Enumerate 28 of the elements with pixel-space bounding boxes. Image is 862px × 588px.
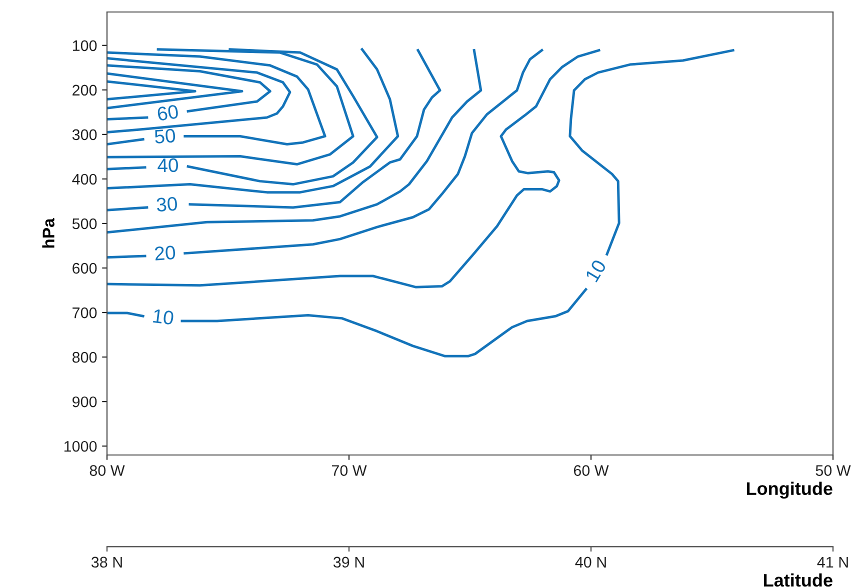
annotation: 40 xyxy=(157,158,178,172)
annotation: 20 xyxy=(154,245,176,261)
y-tick-label: 800 xyxy=(72,352,97,363)
annotation: 30 xyxy=(156,196,178,212)
annotation: 50 xyxy=(154,128,176,144)
x-tick-label: 70 W xyxy=(332,465,367,476)
x2-tick-label: 38 N xyxy=(91,556,122,568)
y-tick-label: 900 xyxy=(72,396,97,408)
y-tick-label: 1000 xyxy=(64,440,97,452)
x2-tick-label: 40 N xyxy=(575,556,606,568)
annotation: 10 xyxy=(584,258,607,282)
y-tick-label: 100 xyxy=(72,40,97,52)
annotation: 60 xyxy=(156,104,179,122)
y-tick-label: 700 xyxy=(72,307,97,318)
y-tick-label: 300 xyxy=(72,129,97,140)
y-tick-label: 200 xyxy=(72,84,97,96)
x2-axis-title: Latitude xyxy=(764,573,832,587)
x-tick-label: 80 W xyxy=(90,465,125,476)
x2-tick-label: 41 N xyxy=(817,556,848,568)
y-tick-label: 400 xyxy=(72,174,97,185)
x-tick-label: 60 W xyxy=(574,465,609,476)
y-tick-label: 500 xyxy=(72,218,97,230)
x-tick-label: 50 W xyxy=(816,465,851,476)
x2-tick-label: 39 N xyxy=(333,556,364,568)
annotation: 10 xyxy=(152,308,174,325)
x-axis-title: Longitude xyxy=(746,482,832,499)
y-tick-label: 600 xyxy=(72,262,97,274)
y-axis-title: hPa xyxy=(42,218,54,248)
